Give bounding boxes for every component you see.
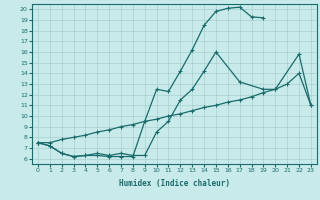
- X-axis label: Humidex (Indice chaleur): Humidex (Indice chaleur): [119, 179, 230, 188]
